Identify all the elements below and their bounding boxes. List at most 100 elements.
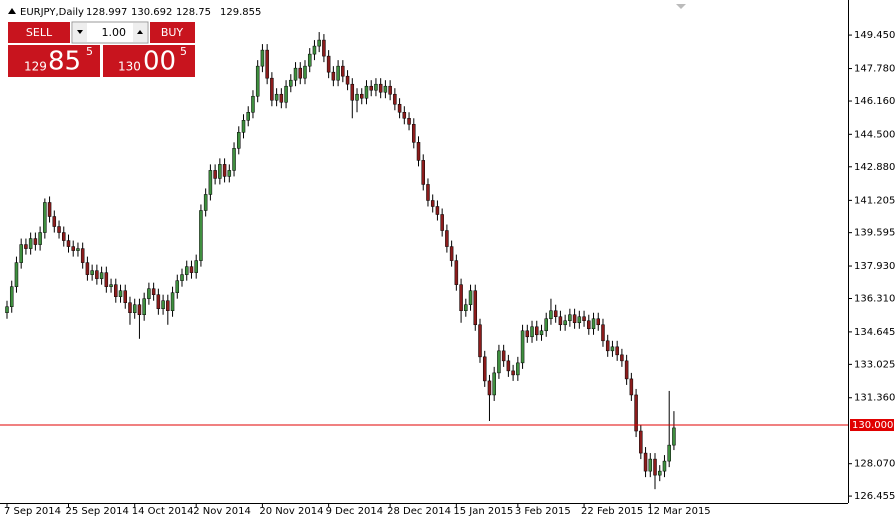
candle-body [147, 288, 151, 299]
candle [118, 284, 123, 303]
candle-body [511, 370, 515, 376]
candle [336, 60, 340, 87]
candle-body [260, 49, 265, 67]
candle-body [270, 77, 274, 101]
candle [43, 198, 47, 239]
candle [123, 284, 127, 309]
candle-body [175, 280, 180, 293]
candle-body [648, 458, 653, 472]
candle-body [307, 53, 312, 67]
ask-pips: 00 [143, 47, 176, 77]
candle [189, 260, 194, 279]
candle [445, 224, 449, 253]
candle [648, 453, 653, 478]
candle [402, 106, 407, 125]
ask-box[interactable] [103, 45, 195, 77]
candle-body [5, 306, 9, 313]
candle-body [639, 430, 643, 454]
buy-button[interactable] [150, 22, 195, 43]
candle [487, 374, 492, 422]
candle-body [482, 356, 487, 382]
candle [246, 106, 250, 127]
candle-body [520, 330, 525, 364]
candle-body [624, 360, 629, 380]
ohlc-high: 130.692 [131, 7, 172, 18]
candle-body [123, 290, 127, 303]
candle-body [336, 65, 340, 81]
candle-body [535, 326, 539, 336]
candle-body [360, 93, 364, 99]
bid-box[interactable] [8, 45, 100, 77]
candle-body [558, 316, 563, 326]
ohlc-open: 128.997 [86, 7, 127, 18]
candle-body [132, 304, 137, 313]
candle [279, 88, 284, 109]
candle-body [544, 318, 548, 332]
candle-body [222, 164, 227, 177]
candle [634, 388, 638, 438]
candle-body [274, 93, 279, 101]
candle [624, 354, 629, 385]
candle [435, 200, 440, 221]
candle-body [369, 85, 373, 91]
candle-body [24, 244, 28, 249]
candle-body [62, 232, 66, 241]
candle [667, 390, 671, 468]
candle-body [402, 112, 407, 119]
bid-pips: 85 [48, 47, 81, 77]
lot-box[interactable] [71, 21, 149, 44]
candle-body [530, 326, 534, 338]
candle-body [203, 194, 208, 211]
candle-body [629, 378, 634, 396]
candle [104, 266, 109, 293]
sell-button[interactable] [8, 22, 70, 43]
y-tick-label: 128.070 [854, 459, 895, 470]
candle-body [563, 320, 567, 326]
candle [388, 80, 392, 101]
candle-body [265, 49, 269, 79]
candle [407, 112, 411, 131]
candle-body [620, 354, 624, 362]
candle-body [426, 184, 430, 201]
candle-body [634, 394, 638, 432]
candle [577, 310, 582, 329]
candle-body [473, 290, 478, 326]
candle-body [213, 170, 217, 179]
candle [525, 324, 530, 343]
candle [260, 44, 265, 73]
x-tick-label: 25 Sep 2014 [65, 506, 128, 517]
ohlc-low: 128.75 [176, 7, 211, 18]
candle-body [615, 346, 619, 356]
candle [38, 226, 42, 251]
candle-body [397, 103, 402, 113]
candle-body [464, 304, 468, 311]
candle-body [435, 206, 440, 215]
candle [151, 282, 156, 301]
candle [341, 60, 345, 83]
candle-body [170, 292, 175, 311]
candle-body [667, 444, 671, 462]
candle [535, 320, 539, 341]
candle [568, 308, 572, 327]
up-arrow [137, 30, 143, 34]
candle [28, 232, 33, 255]
candle [33, 232, 38, 251]
bid-fraction: 5 [86, 45, 93, 58]
candle-body [657, 470, 662, 476]
candle-body [549, 310, 553, 320]
candle [52, 210, 57, 233]
y-tick-label: 142.880 [854, 162, 895, 173]
candle [71, 240, 75, 257]
x-tick-label: 14 Oct 2014 [132, 506, 194, 517]
candle-body [255, 65, 260, 97]
candle-body [516, 362, 520, 376]
candle [539, 324, 544, 341]
candle-body [33, 238, 38, 245]
candle [440, 208, 444, 237]
candle [596, 312, 600, 331]
candle-body [662, 460, 667, 472]
x-tick-label: 2 Nov 2014 [193, 506, 251, 517]
candle [553, 304, 558, 323]
candle-body [506, 360, 511, 372]
candle-body [407, 118, 411, 125]
